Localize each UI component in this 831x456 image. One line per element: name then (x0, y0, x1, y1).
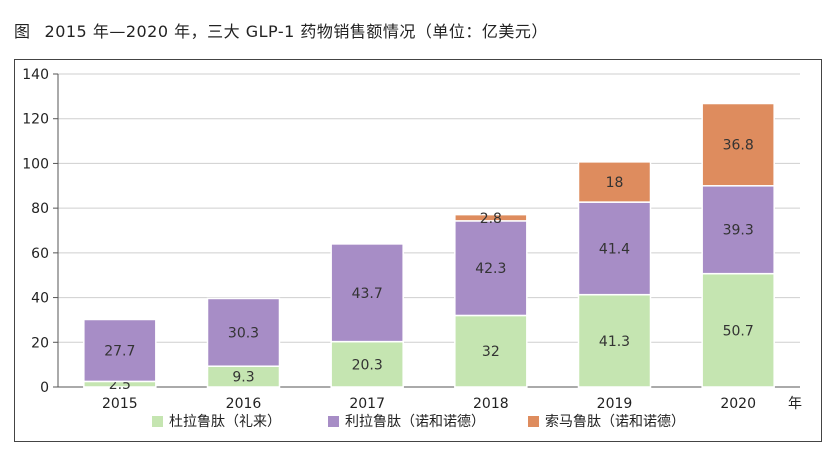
data-label: 43.7 (352, 286, 383, 302)
bar-segment-2018-series-3 (454, 213, 528, 222)
bar-segment-2016-series-2 (206, 297, 281, 367)
data-label: 20.3 (352, 357, 383, 373)
data-label: 41.4 (599, 241, 630, 257)
y-tick-label: 20 (31, 335, 49, 351)
data-label: 32 (482, 344, 500, 360)
bar-segment-2019-series-1 (577, 293, 652, 388)
x-axis-unit-label: 年 (788, 396, 802, 412)
data-label: 41.3 (599, 334, 630, 350)
figure-label: 图 (14, 22, 31, 41)
bar-segment-2017-series-2 (330, 243, 404, 343)
bar-segment-2020-series-3 (701, 102, 775, 187)
chart-title: 图 2015 年—2020 年，三大 GLP-1 药物销售额情况（单位：亿美元） (14, 18, 548, 42)
legend-swatch (328, 416, 339, 427)
data-label: 9.3 (232, 370, 254, 386)
bar-segment-2019-series-2 (577, 201, 652, 296)
bar-segment-2015-series-2 (83, 318, 157, 383)
legend-swatch (528, 416, 539, 427)
x-tick-label: 2017 (349, 396, 385, 412)
bar-segment-2018-series-1 (454, 314, 528, 388)
y-tick-label: 60 (31, 246, 49, 262)
data-label: 2.8 (480, 211, 502, 227)
bar-segment-2017-series-1 (330, 340, 404, 388)
y-tick-label: 100 (22, 156, 49, 172)
data-label: 50.7 (723, 323, 754, 339)
y-tick-label: 0 (40, 380, 49, 396)
legend-label: 索马鲁肽（诺和诺德） (545, 413, 685, 430)
data-label: 27.7 (104, 343, 135, 359)
data-label: 36.8 (723, 138, 754, 154)
data-label: 30.3 (228, 325, 259, 341)
legend-swatch (152, 416, 163, 427)
x-tick-label: 2016 (226, 396, 262, 412)
legend-label: 杜拉鲁肽（礼来） (169, 414, 281, 430)
data-label: 42.3 (475, 261, 506, 277)
bar-segment-2019-series-3 (577, 161, 652, 203)
y-tick-label: 140 (22, 67, 49, 83)
x-tick-label: 2020 (720, 396, 756, 412)
y-tick-label: 40 (31, 291, 49, 307)
data-label: 39.3 (723, 223, 754, 239)
y-tick-label: 120 (22, 112, 49, 128)
x-tick-label: 2015 (102, 396, 138, 412)
chart-frame (14, 59, 822, 442)
legend-label: 利拉鲁肽（诺和诺德） (345, 414, 485, 430)
data-label: 18 (606, 175, 624, 191)
chart-title-text: 2015 年—2020 年，三大 GLP-1 药物销售额情况（单位：亿美元） (44, 22, 548, 41)
bar-segment-2018-series-2 (454, 220, 528, 317)
x-tick-label: 2018 (473, 396, 509, 412)
x-tick-label: 2019 (597, 396, 633, 412)
y-tick-label: 80 (31, 201, 49, 217)
